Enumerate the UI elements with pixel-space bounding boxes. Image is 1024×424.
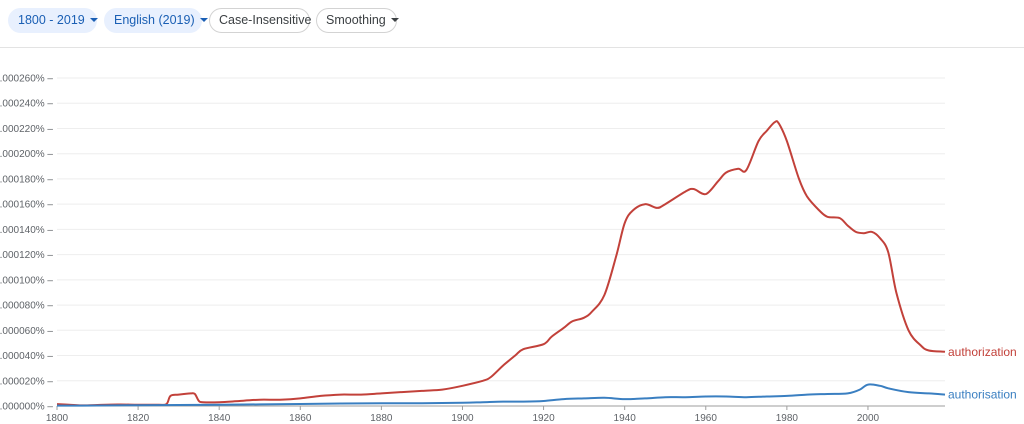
case-insensitive-label: Case-Insensitive [219,13,312,27]
y-tick-label: 0.000100% – [0,275,53,286]
smoothing-dropdown[interactable]: Smoothing [316,8,399,33]
query-toolbar: 1800 - 2019 English (2019) Case-Insensit… [0,0,1024,48]
y-tick-label: 0.000000% – [0,402,53,413]
y-tick-label: 0.000200% – [0,149,53,160]
caret-down-icon [390,17,399,22]
series-labels: authorization authorisation [948,345,1017,402]
x-tick-label: 1940 [614,413,637,424]
series-label-authorization: authorization [948,345,1017,359]
year-range-dropdown[interactable]: 1800 - 2019 [8,8,98,33]
x-tick-label: 1800 [46,413,69,424]
y-tick-label: 0.000020% – [0,376,53,387]
smoothing-label: Smoothing [326,13,386,27]
year-range-label: 1800 - 2019 [18,13,85,27]
x-tick-label: 1820 [127,413,150,424]
x-tick-label: 1880 [370,413,393,424]
caret-down-icon [199,17,208,22]
corpus-dropdown[interactable]: English (2019) [104,8,208,33]
series-label-authorisation: authorisation [948,388,1017,402]
series-line-authorisation[interactable] [56,383,946,407]
y-tick-label: 0.000220% – [0,124,53,135]
x-tick-label: 1900 [451,413,474,424]
y-tick-label: 0.000260% – [0,74,53,85]
x-tick-label: 2000 [857,413,880,424]
grid-lines [57,77,945,382]
axes: 0.000000% – 0.000020% – 0.000040% – 0.00006… [0,74,945,424]
y-tick-label: 0.000080% – [0,301,53,312]
caret-down-icon [89,17,98,22]
y-tick-label: 0.000040% – [0,351,53,362]
corpus-label: English (2019) [114,13,195,27]
y-tick-label: 0.000180% – [0,174,53,185]
series-line-authorization[interactable] [56,120,946,407]
case-insensitive-toggle[interactable]: Case-Insensitive [209,8,312,33]
x-tick-label: 1840 [208,413,231,424]
x-tick-label: 1960 [695,413,718,424]
y-tick-label: 0.000160% – [0,200,53,211]
ngram-chart[interactable]: 0.000000% – 0.000020% – 0.000040% – 0.00006… [0,48,1024,424]
series-lines[interactable] [56,120,946,407]
y-tick-label: 0.000240% – [0,99,53,110]
x-tick-label: 1920 [532,413,555,424]
y-tick-label: 0.000060% – [0,326,53,337]
x-tick-label: 1980 [776,413,799,424]
y-tick-label: 0.000120% – [0,250,53,261]
x-tick-label: 1860 [289,413,312,424]
y-tick-label: 0.000140% – [0,225,53,236]
